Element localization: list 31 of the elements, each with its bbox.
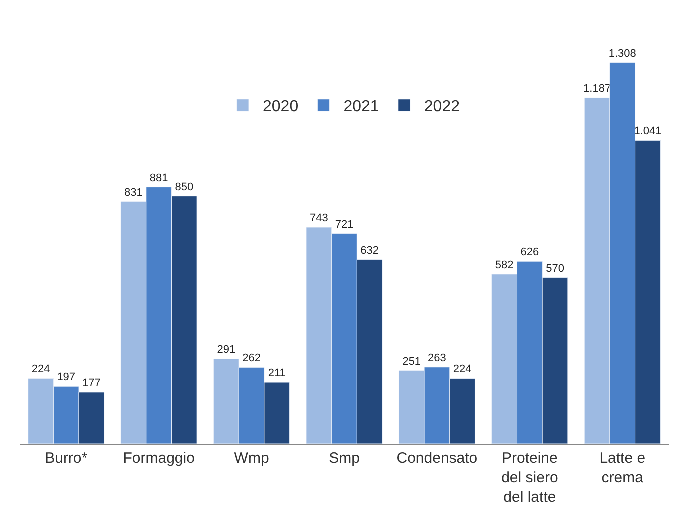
data-label: 197 xyxy=(57,372,76,384)
x-tick-label: Latte e crema xyxy=(600,450,646,486)
data-label: 1.187 xyxy=(584,83,612,96)
data-label: 850 xyxy=(175,181,194,194)
data-label: 881 xyxy=(150,172,168,184)
legend-label: 2022 xyxy=(424,98,460,116)
data-label: 570 xyxy=(546,262,564,275)
data-label: 224 xyxy=(453,364,472,376)
data-label: 177 xyxy=(82,377,101,390)
legend-label: 2020 xyxy=(263,98,299,116)
data-label: 251 xyxy=(402,356,422,368)
x-tick-label: Proteine del siero del latte xyxy=(502,450,558,506)
x-tick-label: Smp xyxy=(329,450,360,467)
data-label: 1.041 xyxy=(634,126,662,138)
data-label: 263 xyxy=(428,352,446,364)
data-label: 262 xyxy=(242,352,261,365)
data-label: 1.308 xyxy=(608,48,636,60)
x-tick-label: Burro* xyxy=(45,450,88,467)
x-tick-label: Formaggio xyxy=(123,450,195,467)
data-label: 831 xyxy=(124,186,143,199)
data-label: 291 xyxy=(217,344,236,356)
x-tick-label: Condensato xyxy=(396,450,478,467)
data-label: 224 xyxy=(32,364,50,376)
data-label: 211 xyxy=(268,368,286,380)
data-label: 743 xyxy=(310,212,328,224)
data-label: 582 xyxy=(495,259,514,272)
data-label: 632 xyxy=(360,244,380,257)
data-label: 626 xyxy=(520,246,540,259)
legend-label: 2021 xyxy=(344,98,380,116)
data-label: 721 xyxy=(335,218,354,231)
x-tick-label: Wmp xyxy=(234,450,270,467)
